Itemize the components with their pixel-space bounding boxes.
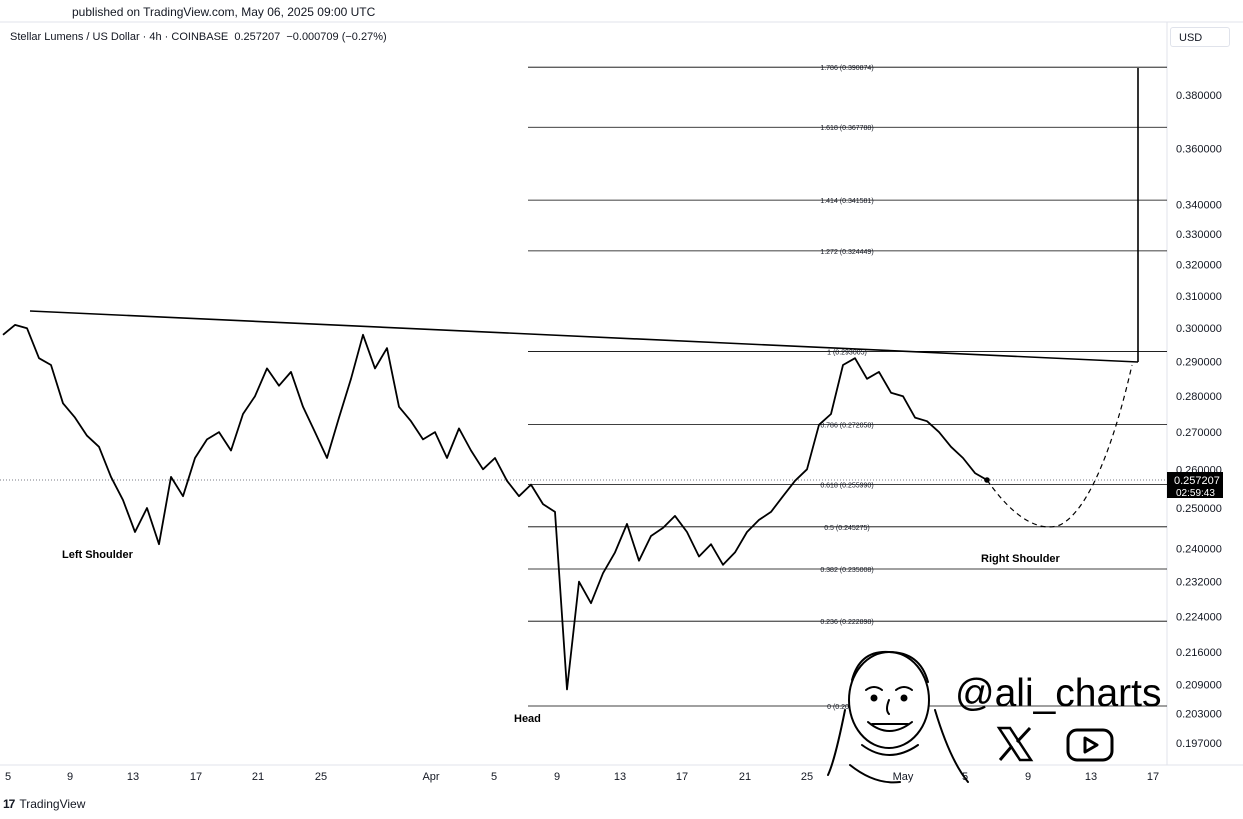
price-tag-value: 0.257207	[1174, 475, 1220, 487]
y-axis-ticks: 0.380000 0.360000 0.340000 0.330000 0.320000…	[1176, 90, 1222, 750]
x-tick-label: 17	[1147, 771, 1159, 783]
y-tick-label: 0.250000	[1176, 503, 1222, 515]
annotation-head: Head	[514, 713, 541, 725]
y-tick-label: 0.320000	[1176, 260, 1222, 272]
tradingview-brand: TradingView	[19, 797, 86, 811]
fib-level-label: 1 (0.293005)	[827, 349, 867, 356]
x-tick-label: 25	[801, 771, 813, 783]
x-tick-label: 13	[1085, 771, 1097, 783]
caricature-avatar	[827, 650, 969, 784]
x-tick-label: 5	[491, 771, 497, 783]
x-tick-label: Apr	[422, 771, 439, 783]
currency-button[interactable]: USD	[1170, 27, 1230, 47]
price-series-line	[2, 324, 988, 691]
symbol-header: Stellar Lumens / US Dollar · 4h · COINBA…	[10, 31, 387, 43]
fib-level-label: 1.272 (0.324449)	[820, 249, 873, 256]
x-tick-label: 5	[5, 771, 11, 783]
x-logo-icon	[996, 726, 1034, 762]
watermark-handle: @ali_charts	[955, 672, 1162, 715]
y-tick-label: 0.290000	[1176, 357, 1222, 369]
y-tick-label: 0.197000	[1176, 738, 1222, 750]
x-tick-label: 9	[1025, 771, 1031, 783]
fib-level-label: 1.414 (0.341581)	[820, 198, 873, 205]
x-tick-label: 21	[739, 771, 751, 783]
price-tag-countdown: 02:59:43	[1176, 488, 1215, 499]
youtube-icon	[1066, 728, 1114, 762]
y-tick-label: 0.209000	[1176, 680, 1222, 692]
fib-level-label: 1.618 (0.367788)	[820, 125, 873, 132]
projected-path	[986, 364, 1133, 528]
y-tick-label: 0.340000	[1176, 200, 1222, 212]
x-tick-label: 17	[676, 771, 688, 783]
fib-level-label: 0 (0.204525)	[827, 704, 867, 711]
neckline-trendline	[29, 310, 1139, 363]
published-info: published on TradingView.com, May 06, 20…	[72, 5, 376, 19]
fib-level-label: 0.236 (0.222898)	[820, 619, 873, 626]
y-tick-label: 0.330000	[1176, 229, 1222, 241]
y-tick-label: 0.280000	[1176, 391, 1222, 403]
annotation-left-shoulder: Left Shoulder	[62, 549, 134, 561]
x-tick-label: 21	[252, 771, 264, 783]
y-tick-label: 0.360000	[1176, 143, 1222, 155]
y-tick-label: 0.310000	[1176, 291, 1222, 303]
y-tick-label: 0.240000	[1176, 543, 1222, 555]
x-tick-label: 13	[614, 771, 626, 783]
fib-level-label: 0.382 (0.235008)	[820, 567, 873, 574]
y-tick-label: 0.300000	[1176, 323, 1222, 335]
x-tick-label: 9	[554, 771, 560, 783]
x-tick-label: 17	[190, 771, 202, 783]
price-tag-box	[1167, 472, 1223, 498]
annotation-right-shoulder: Right Shoulder	[981, 553, 1061, 565]
fib-level-label: 0.618 (0.255990)	[820, 483, 873, 490]
y-tick-label: 0.224000	[1176, 611, 1222, 623]
y-tick-label: 0.380000	[1176, 90, 1222, 102]
fib-level-label: 0.786 (0.272058)	[820, 423, 873, 430]
y-tick-label: 0.270000	[1176, 427, 1222, 439]
fib-level-label: 1.786 (0.390874)	[820, 65, 873, 72]
y-tick-label: 0.216000	[1176, 647, 1222, 659]
x-axis-ticks: 5 9 13 17 21 25 Apr 5 9 13 17 21 25 May 5 9 13 17	[5, 771, 1159, 783]
fib-level-label: 0.5 (0.245275)	[824, 525, 870, 532]
x-tick-label: 9	[67, 771, 73, 783]
x-tick-label: 25	[315, 771, 327, 783]
x-tick-label: 13	[127, 771, 139, 783]
tradingview-logo[interactable]: 17 TradingView	[3, 797, 85, 811]
y-tick-label: 0.203000	[1176, 708, 1222, 720]
fibonacci-levels: 1.786 (0.390874) 1.618 (0.367788) 1.414 (0…	[528, 65, 1167, 711]
tradingview-mark-icon: 17	[3, 797, 15, 811]
y-tick-label: 0.232000	[1176, 577, 1222, 589]
x-tick-label: May	[893, 771, 914, 783]
